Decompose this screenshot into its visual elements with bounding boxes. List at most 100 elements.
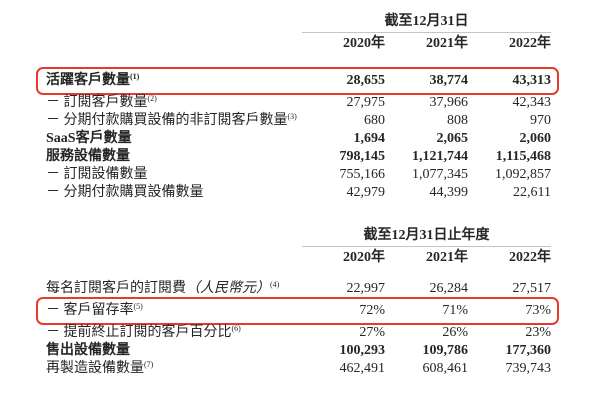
table-row: － 訂閱設備數量 755,166 1,077,345 1,092,857 xyxy=(46,166,551,184)
metric-value: 27% xyxy=(359,325,385,340)
metric-label-currency-note: （人民幣元） xyxy=(186,281,270,296)
metric-row: 再製造設備數量(7) 462,491 608,461 739,743 xyxy=(46,360,551,378)
table-body: 每名訂閱客戶的訂閱費（人民幣元）(4) 22,997 26,284 27,517 － 客… xyxy=(36,280,559,378)
metric-value: 1,121,744 xyxy=(412,149,468,164)
period-header-row: 截至12月31日止年度 xyxy=(46,226,551,247)
period-header-row: 截至12月31日 xyxy=(46,12,551,33)
metric-label-text: － 訂閱設備數量 xyxy=(46,167,148,182)
metric-value: 27,517 xyxy=(512,281,552,296)
metric-value: 970 xyxy=(530,113,551,128)
year-header: 2022年 xyxy=(509,250,551,265)
metric-value: 42,343 xyxy=(512,95,552,110)
metric-value: 1,092,857 xyxy=(495,167,551,182)
metric-row: － 客戶留存率(5) 72% 71% 73% xyxy=(46,302,551,320)
metric-label-text: 服務設備數量 xyxy=(46,149,130,164)
metric-value: 2,065 xyxy=(436,131,469,146)
metric-value: 42,979 xyxy=(346,185,386,200)
footnote-marker: (2) xyxy=(147,94,157,103)
metric-label: － 提前終止訂閱的客戶百分比(6) xyxy=(46,324,302,343)
year-header-row: 2020年 2021年 2022年 xyxy=(46,246,551,266)
table-row: 售出設備數量 100,293 109,786 177,360 xyxy=(46,342,551,360)
metric-value: 109,786 xyxy=(422,343,469,358)
metric-value: 38,774 xyxy=(429,73,469,88)
metric-value: 37,966 xyxy=(429,95,469,110)
table-body: 活躍客戶數量(1) 28,655 38,774 43,313 － 訂閱客戶數量(2) 27… xyxy=(36,67,559,202)
metric-label: － 分期付款購買設備數量 xyxy=(46,184,302,202)
metric-value: 44,399 xyxy=(429,185,469,200)
table-row: 服務設備數量 798,145 1,121,744 1,115,468 xyxy=(46,148,551,166)
table-row: － 客戶留存率(5) 72% 71% 73% xyxy=(36,297,559,325)
metric-row: 每名訂閱客戶的訂閱費（人民幣元）(4) 22,997 26,284 27,517 xyxy=(46,280,551,298)
metric-label: － 客戶留存率(5) xyxy=(46,302,302,321)
period-header: 截至12月31日 xyxy=(302,12,551,33)
metric-row: 活躍客戶數量(1) 28,655 38,774 43,313 xyxy=(46,72,551,90)
subscription-metrics-table: 截至12月31日止年度 2020年 2021年 2022年 每名訂閱客戶的訂閱費（人… xyxy=(36,226,559,378)
metric-label-text: － 分期付款購買設備的非訂閱客戶數量 xyxy=(46,113,288,128)
metric-value: 1,115,468 xyxy=(495,149,551,164)
metric-value: 43,313 xyxy=(512,73,552,88)
metric-label-text: SaaS客戶數量 xyxy=(46,131,132,146)
metric-value: 462,491 xyxy=(339,361,386,376)
metric-value: 2,060 xyxy=(519,131,552,146)
metric-value: 26% xyxy=(442,325,468,340)
metric-label: － 分期付款購買設備的非訂閱客戶數量(3) xyxy=(46,112,302,131)
metric-value: 1,077,345 xyxy=(412,167,468,182)
metric-value: 755,166 xyxy=(339,167,386,182)
metric-label-text: － 分期付款購買設備數量 xyxy=(46,185,204,200)
year-header: 2021年 xyxy=(426,36,468,51)
metric-value: 177,360 xyxy=(505,343,552,358)
metric-value: 798,145 xyxy=(339,149,386,164)
metric-label: SaaS客戶數量 xyxy=(46,130,302,148)
metric-label-text: － 提前終止訂閱的客戶百分比 xyxy=(46,325,232,340)
metric-row: － 分期付款購買設備數量 42,979 44,399 22,611 xyxy=(46,184,551,202)
footnote-marker: (6) xyxy=(231,324,241,333)
table-row: 再製造設備數量(7) 462,491 608,461 739,743 xyxy=(46,360,551,378)
year-header: 2022年 xyxy=(509,36,551,51)
metric-value: 808 xyxy=(447,113,468,128)
footnote-marker: (3) xyxy=(287,112,297,121)
metric-label: － 訂閱客戶數量(2) xyxy=(46,94,302,113)
metric-value: 680 xyxy=(364,113,385,128)
metric-label-text: 售出設備數量 xyxy=(46,343,130,358)
footnote-marker: (1) xyxy=(130,72,140,81)
metric-label-text: 再製造設備數量 xyxy=(46,361,144,376)
metric-value: 1,694 xyxy=(353,131,386,146)
table-row: － 提前終止訂閱的客戶百分比(6) 27% 26% 23% xyxy=(46,324,551,342)
metric-row: － 訂閱設備數量 755,166 1,077,345 1,092,857 xyxy=(46,166,551,184)
metric-label: 每名訂閱客戶的訂閱費（人民幣元）(4) xyxy=(46,280,302,299)
period-header-spacer xyxy=(46,12,302,33)
metric-value: 23% xyxy=(525,325,551,340)
metric-row: － 訂閱客戶數量(2) 27,975 37,966 42,343 xyxy=(46,94,551,112)
metric-label: － 訂閱設備數量 xyxy=(46,166,302,184)
period-header: 截至12月31日止年度 xyxy=(302,226,551,247)
metric-value: 739,743 xyxy=(505,361,552,376)
metric-row: SaaS客戶數量 1,694 2,065 2,060 xyxy=(46,130,551,148)
period-header-spacer xyxy=(46,226,302,247)
table-row: － 分期付款購買設備的非訂閱客戶數量(3) 680 808 970 xyxy=(46,112,551,130)
metric-row: 售出設備數量 100,293 109,786 177,360 xyxy=(46,342,551,360)
metric-label-text: － 訂閱客戶數量 xyxy=(46,95,148,110)
year-header: 2021年 xyxy=(426,250,468,265)
metric-value: 26,284 xyxy=(429,281,469,296)
table-row: 活躍客戶數量(1) 28,655 38,774 43,313 xyxy=(36,67,559,95)
footnote-marker: (4) xyxy=(270,280,280,289)
footnote-marker: (5) xyxy=(133,302,143,311)
metric-label: 再製造設備數量(7) xyxy=(46,360,302,379)
year-header: 2020年 xyxy=(343,36,385,51)
metric-value: 28,655 xyxy=(346,73,386,88)
metric-value: 72% xyxy=(359,303,385,318)
footnote-marker: (7) xyxy=(144,360,154,369)
metric-value: 22,997 xyxy=(346,281,386,296)
metric-row: 服務設備數量 798,145 1,121,744 1,115,468 xyxy=(46,148,551,166)
metric-value: 73% xyxy=(525,303,551,318)
metric-row: － 分期付款購買設備的非訂閱客戶數量(3) 680 808 970 xyxy=(46,112,551,130)
table-row: － 訂閱客戶數量(2) 27,975 37,966 42,343 xyxy=(46,94,551,112)
metric-label: 服務設備數量 xyxy=(46,148,302,166)
metric-value: 608,461 xyxy=(422,361,469,376)
metric-value: 22,611 xyxy=(513,185,551,200)
table-row: SaaS客戶數量 1,694 2,065 2,060 xyxy=(46,130,551,148)
customer-metrics-table: 截至12月31日 2020年 2021年 2022年 活躍客戶數量(1) 28,655… xyxy=(36,12,559,202)
table-row: 每名訂閱客戶的訂閱費（人民幣元）(4) 22,997 26,284 27,517 xyxy=(46,280,551,298)
table-row: － 分期付款購買設備數量 42,979 44,399 22,611 xyxy=(46,184,551,202)
